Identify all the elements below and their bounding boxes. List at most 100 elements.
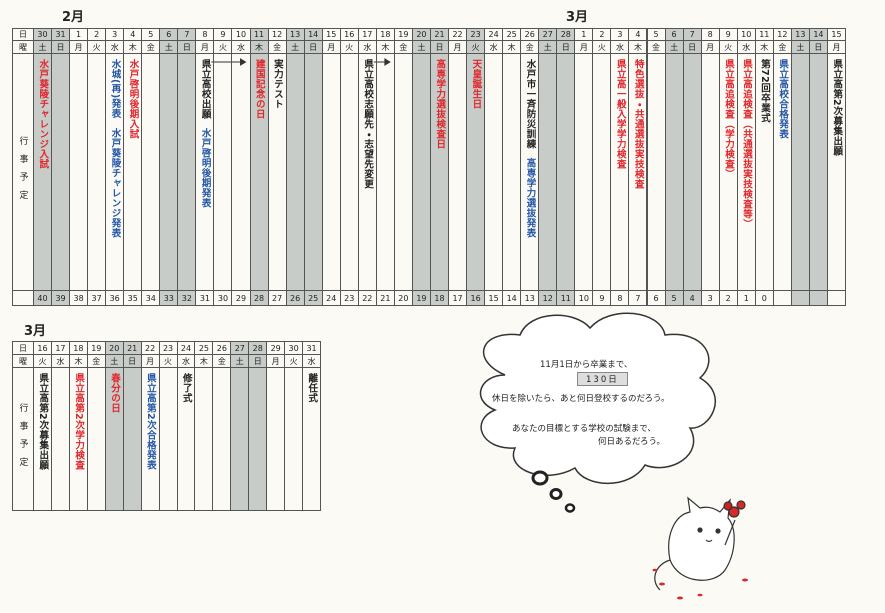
events: 水戸葵陵チャレンジ入試 [33,59,52,178]
countdown-cell: 20 [393,290,413,306]
countdown-cell: 15 [484,290,504,306]
events-cell [682,53,702,291]
weekday-cell: 土 [538,40,558,54]
events-cell [502,53,522,291]
event: 高専学力選抜発表 [524,158,536,238]
weekday-cell: 月 [321,40,341,54]
countdown-cell: 34 [141,290,161,306]
event: 第72回卒業式 [759,59,771,124]
countdown-cell: 38 [69,290,89,306]
events-cell [69,53,89,291]
weekday-cell: 金 [267,40,287,54]
events: 県立高校志願先・志望先変更 [358,59,377,198]
weekday-cell: 日 [51,40,71,54]
countdown-cell: 35 [123,290,143,306]
cloud-text: 休日を除いたら、あと何日登校するのだろう。 [492,394,670,404]
cat-illustration [654,496,746,591]
day-cell: 17 [50,341,70,355]
events: 県立高第2次募集出願 [827,59,846,165]
events: 天皇誕生日 [466,59,485,118]
events: 県立高追検査（学力検査） [719,59,738,188]
weekday-cell: 日 [556,40,576,54]
weekday-cell: 水 [302,354,321,368]
countdown-cell [790,290,810,306]
day-cell: 16 [33,341,52,355]
weekday-cell: 月 [826,40,846,54]
weekday-cell: 日 [429,40,449,54]
event: 水戸啓明後期発表 [199,128,211,208]
events-cell [86,367,106,511]
cloud-highlight: 130日 [577,372,628,386]
events: 修了式 [177,373,196,412]
countdown-cell: 28 [249,290,269,306]
weekday-cell: 月 [574,40,594,54]
row-label [12,290,34,306]
day-cell: 27 [230,341,250,355]
events: 県立高校合格発表 [773,59,792,148]
countdown-cell [808,290,828,306]
events-cell [339,53,359,291]
weekday-cell: 日 [248,354,268,368]
day-cell: 29 [266,341,286,355]
weekday-cell: 火 [284,354,304,368]
countdown-cell: 21 [375,290,395,306]
petals [652,568,748,600]
event: 県立高追検査（学力検査） [722,59,734,179]
day-cell: 28 [248,341,268,355]
events-cell [646,53,666,291]
weekday-cell: 水 [176,354,196,368]
month-label: 3月 [24,324,47,339]
cloud-text: あなたの目標とする学校の試験まで、 [512,424,656,434]
countdown-cell: 27 [267,290,287,306]
countdown-cell: 31 [195,290,215,306]
row-label-text: 日 [19,30,27,39]
events-cell [285,53,305,291]
countdown-cell: 33 [159,290,179,306]
weekday-cell: 金 [86,354,106,368]
event: 県立高校出願 [199,59,211,119]
events-cell [194,367,214,511]
countdown-cell: 19 [411,290,431,306]
weekday-cell: 土 [411,40,431,54]
events: 第72回卒業式 [755,59,774,132]
events: 離任式 [302,373,321,412]
countdown-cell: 37 [87,290,107,306]
countdown-cell: 13 [520,290,540,306]
countdown-cell: 24 [321,290,341,306]
row-label-text: 行事予定 [17,403,28,475]
weekday-cell: 日 [177,40,197,54]
weekday-cell: 水 [50,354,70,368]
countdown-cell: 10 [574,290,594,306]
countdown-cell: 3 [700,290,720,306]
countdown-cell: 18 [429,290,449,306]
countdown-cell: 6 [646,290,666,306]
countdown-cell: 5 [664,290,684,306]
countdown-cell [772,290,792,306]
weekday-cell: 水 [105,40,125,54]
event: 県立高一般入学学力検査 [614,59,626,169]
weekday-cell: 土 [230,354,250,368]
countdown-cell: 0 [754,290,774,306]
events-cell [248,367,268,511]
countdown-cell: 2 [718,290,738,306]
countdown-cell: 4 [682,290,702,306]
events-cell [375,53,395,291]
countdown-cell: 17 [448,290,468,306]
row-label: 行事予定 [12,367,34,511]
weekday-cell: 金 [520,40,540,54]
weekday-cell: 土 [664,40,684,54]
event: 特色選抜・共通選抜実技検査 [632,59,644,189]
weekday-cell: 月 [195,40,215,54]
events-cell [448,53,468,291]
events-cell [574,53,594,291]
weekday-cell: 日 [808,40,828,54]
events-cell [122,367,142,511]
weekday-cell: 木 [375,40,395,54]
day-cell: 19 [86,341,106,355]
month-label: 3月 [566,10,589,25]
day-cell: 20 [104,341,124,355]
events-cell [411,53,431,291]
weekday-cell: 月 [448,40,468,54]
events-cell [538,53,558,291]
thought-bubble [564,503,576,513]
